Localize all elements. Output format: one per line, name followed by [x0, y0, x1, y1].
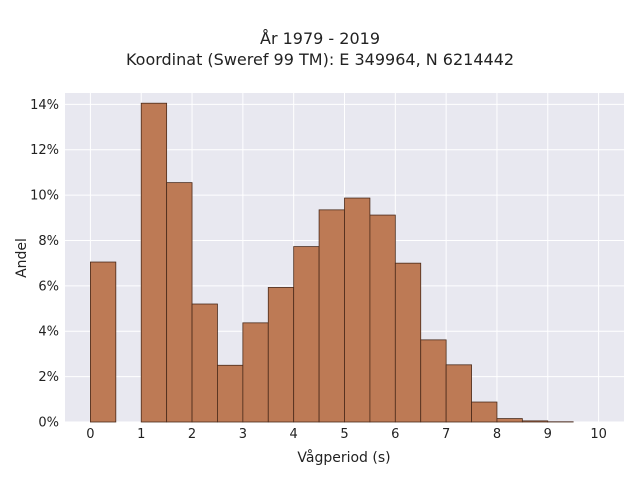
- histogram-bar: [267, 287, 295, 423]
- histogram-bar: [90, 261, 117, 423]
- chart-title-line1: År 1979 - 2019: [260, 29, 380, 48]
- y-tick-label: 6%: [38, 279, 59, 294]
- chart-title-line2: Koordinat (Sweref 99 TM): E 349964, N 62…: [125, 50, 515, 69]
- x-tick-label: 10: [590, 427, 607, 442]
- y-tick-label: 0%: [38, 416, 59, 431]
- x-tick-label: 8: [493, 427, 501, 442]
- y-tick-label: 12%: [30, 143, 59, 158]
- x-tick-label: 4: [290, 427, 298, 442]
- histogram-bar: [344, 197, 371, 423]
- y-tick-label: 14%: [30, 98, 59, 113]
- histogram-bar: [445, 364, 472, 423]
- histogram-bar: [420, 339, 447, 423]
- histogram-bar: [318, 209, 345, 423]
- x-tick-label: 2: [188, 427, 196, 442]
- y-tick-label: 10%: [30, 189, 59, 204]
- x-tick-label: 1: [137, 427, 145, 442]
- histogram-bar: [217, 364, 244, 423]
- x-tick-label: 7: [442, 427, 450, 442]
- histogram-bar: [369, 214, 396, 423]
- histogram-bar: [471, 401, 498, 423]
- histogram-bar: [191, 303, 218, 423]
- x-tick-label: 5: [340, 427, 348, 442]
- histogram-bar: [394, 262, 422, 423]
- x-tick-label: 6: [391, 427, 399, 442]
- histogram-bar: [166, 182, 193, 423]
- y-tick-label: 8%: [38, 234, 59, 249]
- y-axis-label: Andel: [14, 238, 30, 278]
- histogram-bar: [293, 246, 320, 423]
- histogram-bar: [521, 420, 549, 423]
- x-tick-label: 3: [239, 427, 247, 442]
- x-tick-label: 9: [544, 427, 552, 442]
- y-tick-label: 2%: [38, 370, 59, 385]
- x-axis-label: Vågperiod (s): [297, 449, 390, 466]
- histogram-bar: [140, 102, 168, 423]
- y-tick-label: 4%: [38, 325, 59, 340]
- histogram-bar: [242, 322, 269, 423]
- x-tick-label: 0: [86, 427, 94, 442]
- histogram-bar: [496, 418, 523, 423]
